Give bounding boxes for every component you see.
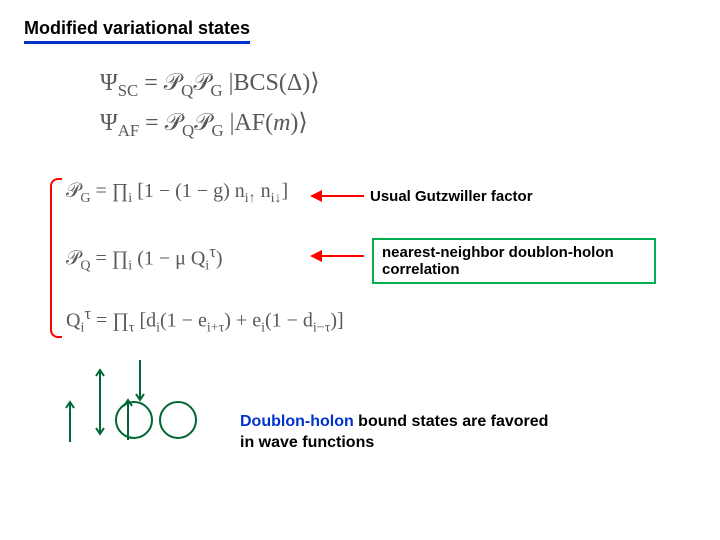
arrow-gutzwiller [322, 195, 364, 197]
arrow-gutzwiller-head [310, 190, 322, 202]
statement-rest1: bound states are favored [354, 413, 549, 430]
annotation-nn-box: nearest-neighbor doublon-holon correlati… [372, 238, 656, 284]
eq-psi-sc: ΨSC = 𝒫Q𝒫G |BCS(Δ)⟩ [100, 68, 320, 101]
eq-psi-af: ΨAF = 𝒫Q𝒫G |AF(m)⟩ [100, 108, 308, 141]
eq-pg: 𝒫G = ∏i [1 − (1 − g) ni↑ ni↓] [66, 180, 288, 207]
page-title: Modified variational states [24, 18, 250, 44]
brace-operators [50, 178, 62, 338]
eq-qi: Qiτ = ∏τ [di(1 − ei+τ) + ei(1 − di−τ)] [66, 304, 344, 337]
arrow-nn-head [310, 250, 322, 262]
statement-bound: Doublon-holon bound states are favored i… [240, 412, 548, 454]
statement-line2: in wave functions [240, 434, 374, 451]
eq-pq: 𝒫Q = ∏i (1 − μ Qiτ) [66, 242, 223, 275]
annotation-gutzwiller: Usual Gutzwiller factor [370, 188, 533, 205]
annotation-nn-text: nearest-neighbor doublon-holon correlati… [382, 244, 646, 278]
arrow-nn [322, 255, 364, 257]
statement-highlight: Doublon-holon [240, 413, 354, 430]
